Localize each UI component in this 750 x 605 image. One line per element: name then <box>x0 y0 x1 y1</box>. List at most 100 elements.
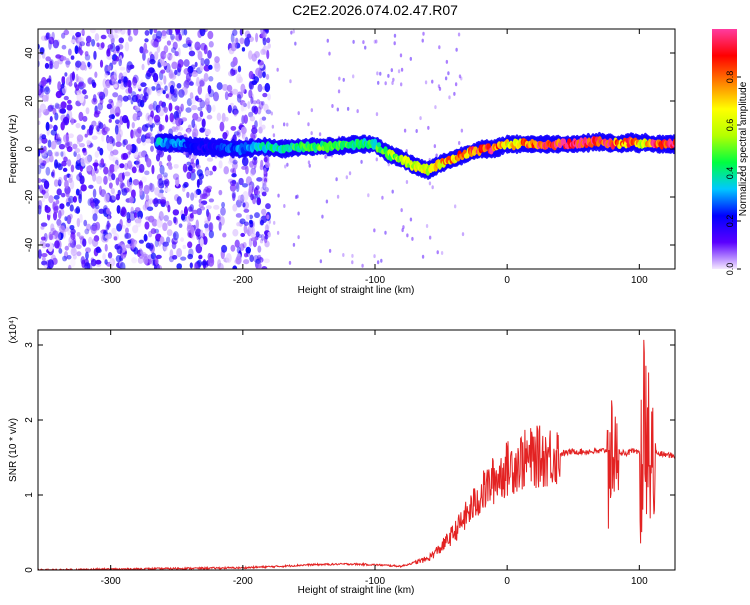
spectrogram-noise-cell <box>178 223 183 228</box>
spectrogram-noise-cell <box>164 85 168 92</box>
spectrogram-noise-cell <box>144 38 149 43</box>
spectrogram-noise-cell <box>136 110 143 118</box>
spectrogram-noise-cell <box>254 51 260 58</box>
spectrogram-noise-cell <box>196 169 203 177</box>
spectrogram-noise-cell <box>375 112 379 117</box>
spectrogram-noise-cell <box>72 196 78 203</box>
spectrogram-noise-cell <box>63 29 70 36</box>
spectrogram-noise-cell <box>185 107 192 113</box>
spectrogram-noise-cell <box>232 228 239 237</box>
snr-x-tick-label: -100 <box>365 576 385 587</box>
spectrogram-noise-cell <box>180 237 185 242</box>
spectrogram-noise-cell <box>92 188 97 199</box>
spectrogram-noise-cell <box>346 106 350 111</box>
spectrogram-noise-cell <box>154 119 161 126</box>
spectrogram-noise-cell <box>205 104 210 111</box>
spectrogram-noise-cell <box>148 104 154 110</box>
spectrogram-noise-cell <box>115 45 120 52</box>
spectrogram-noise-cell <box>45 56 51 62</box>
spectrogram-noise-cell <box>150 252 157 260</box>
spectrogram-noise-cell <box>68 133 74 139</box>
spectrogram-noise-cell <box>199 127 205 133</box>
spectrogram-noise-cell <box>181 117 188 122</box>
spectrogram-noise-cell <box>50 223 55 232</box>
spectrogram-noise-cell <box>207 256 215 267</box>
spectrogram-noise-cell <box>91 200 95 209</box>
spectrogram-noise-cell <box>167 52 173 61</box>
spectrogram-y-axis: -40 -20 0 20 40 <box>24 47 675 252</box>
spectrogram-noise-cell <box>251 124 256 129</box>
spectrogram-noise-cell <box>60 83 65 89</box>
spectrogram-noise-cell <box>101 134 105 142</box>
spectrogram-noise-cell <box>147 57 151 66</box>
spectrogram-noise-cell <box>74 147 81 154</box>
spectrogram-noise-cell <box>342 252 345 257</box>
spectrogram-noise-cell <box>187 206 193 212</box>
spectrogram-noise-cell <box>239 218 246 225</box>
spectrogram-noise-cell <box>180 256 187 261</box>
spectrogram-noise-cell <box>75 244 82 250</box>
spectrogram-noise-cell <box>237 65 242 73</box>
spectrogram-noise-cell <box>403 128 407 133</box>
spectrogram-noise-cell <box>393 41 396 46</box>
spectrogram-noise-cell <box>45 243 51 248</box>
spectrogram-noise-cell <box>260 48 266 56</box>
spectrogram-noise-cell <box>115 112 120 117</box>
spectrogram-noise-cell <box>199 237 204 248</box>
spectrogram-noise-cell <box>183 29 188 36</box>
spectrogram-noise-cell <box>240 232 246 238</box>
spectrogram-noise-cell <box>166 29 173 36</box>
spectrogram-noise-cell <box>243 259 250 265</box>
spectrogram-noise-cell <box>76 251 82 257</box>
spectrogram-noise-cell <box>85 107 90 115</box>
spectrogram-noise-cell <box>61 76 65 84</box>
spectrogram-noise-cell <box>151 164 155 175</box>
spectrogram-noise-cell <box>224 116 229 122</box>
spectrogram-noise-cell <box>187 128 191 135</box>
spectrogram-noise-cell <box>249 115 256 122</box>
snr-x-axis: -300 -200 -100 0 100 <box>101 330 648 587</box>
spectrogram-noise-cell <box>174 69 178 76</box>
spectrogram-noise-cell <box>70 164 75 173</box>
spectrogram-noise-cell <box>91 38 96 47</box>
spectrogram-noise-cell <box>166 40 172 46</box>
spectrogram-noise-cell <box>375 39 378 44</box>
spectrogram-noise-cell <box>176 83 182 89</box>
spectrogram-noise-cell <box>60 192 66 198</box>
spectrogram-noise-cell <box>80 30 85 35</box>
spectrogram-noise-cell <box>264 186 269 193</box>
spectrogram-noise-cell <box>90 225 97 235</box>
spectrogram-noise-cell <box>390 68 394 73</box>
spectrogram-noise-cell <box>155 254 162 259</box>
spectrogram-noise-cell <box>148 198 154 205</box>
spectrogram-noise-cell <box>122 95 129 102</box>
spectrogram-noise-cell <box>66 255 72 260</box>
spectrogram-noise-cell <box>208 198 215 203</box>
spectrogram-noise-cell <box>124 162 129 171</box>
spectrogram-noise-cell <box>85 247 91 254</box>
spectrogram-noise-cell <box>156 45 161 53</box>
spectrogram-noise-cell <box>399 53 403 58</box>
spectrogram-noise-cell <box>177 47 181 57</box>
spectrogram-noise-cell <box>206 157 214 162</box>
spectrogram-noise-cell <box>69 224 75 230</box>
spectrogram-noise-cell <box>66 173 71 178</box>
spectrogram-noise-cell <box>226 84 233 92</box>
spectrogram-noise-cell <box>119 262 126 269</box>
spectrogram-noise-cell <box>189 212 194 219</box>
spectrogram-noise-cell <box>68 177 73 184</box>
spectrogram-noise-cell <box>360 159 363 164</box>
spectrogram-noise-cell <box>251 80 258 86</box>
spectrogram-noise-cell <box>131 257 138 264</box>
spectrogram-noise-cell <box>257 245 262 253</box>
spectrogram-noise-cell <box>351 74 355 79</box>
spectrogram-noise-cell <box>126 218 132 224</box>
spectrogram-noise-cell <box>268 219 272 224</box>
spectrogram-noise-cell <box>78 93 85 104</box>
spectrogram-noise-cell <box>221 83 229 91</box>
spectrogram-noise-cell <box>168 71 173 79</box>
spectrogram-noise-cell <box>223 166 230 175</box>
spectrogram-noise-cell <box>63 95 69 101</box>
spectrogram-noise-cell <box>431 79 434 84</box>
spectrogram-noise-cell <box>108 118 112 123</box>
